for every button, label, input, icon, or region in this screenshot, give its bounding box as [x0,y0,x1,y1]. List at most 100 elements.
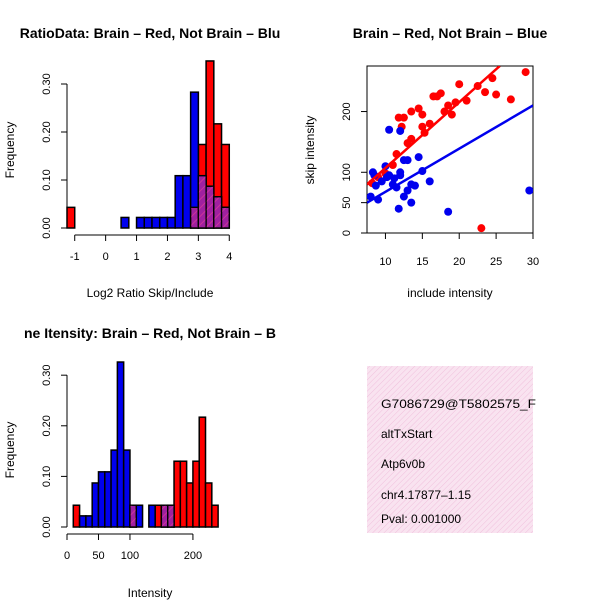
scatter-notbrain-point [403,186,412,195]
intensity-hist-y-tick-label: 0.00 [41,516,53,537]
ratio-hist-x-tick-label: -1 [70,251,80,263]
intensity-histogram-axes: 0 50 100 200 0.00 0.10 0.20 0.30 [41,364,202,562]
intensity-hist-notbrain-bar [78,515,87,528]
info-pvalue: Pval: 0.001000 [381,512,461,526]
ratio-hist-overlap-hatch [205,185,215,229]
scatter-x-tick-label: 10 [379,256,391,268]
intensity-hist-brain-bar [198,416,207,528]
scatter-marks [367,66,533,233]
scatter-brain-point [455,80,464,89]
ratio-histogram-title: RatioData: Brain – Red, Not Brain – Blu [20,25,281,41]
intensity-histogram-xlabel: Intensity [128,586,173,600]
intensity-hist-brain-bar [154,504,163,528]
scatter-notbrain-point [394,204,403,213]
ratio-hist-overlap-hatch [213,196,223,229]
ratio-hist-notbrain-bar [151,216,161,229]
intensity-hist-y-tick-label: 0.10 [41,466,53,487]
scatter-plot-frame [366,65,534,234]
intensity-hist-y-tick-label: 0.30 [41,364,53,385]
scatter-y-tick-label: 200 [341,102,353,120]
intensity-hist-brain-bar [179,460,188,528]
intensity-hist-overlap-hatch [129,504,137,528]
ratio-hist-notbrain-bar [174,174,184,229]
scatter-notbrain-point [396,126,405,135]
scatter-notbrain-point [396,168,405,177]
intensity-hist-brain-bar [204,482,213,528]
scatter-brain-point [418,110,427,119]
scatter-notbrain-point [414,153,423,162]
scatter-notbrain-point [371,181,380,190]
intensity-histogram-title: ne Itensity: Brain – Red, Not Brain – B [24,325,276,341]
ratio-hist-y-tick-label: 0.20 [41,121,53,142]
scatter-brain-point [414,104,423,113]
ratio-histogram-bars [66,60,231,229]
ratio-hist-y-tick-label: 0.10 [41,169,53,190]
ratio-hist-y-tick-label: 0.30 [41,73,53,94]
scatter-brain-point [492,90,501,99]
intensity-hist-overlap-hatch [160,504,169,528]
ratio-hist-y-tick-label: 0.00 [41,217,53,238]
ratio-hist-x-tick-label: 1 [133,251,139,263]
info-panel: G7086729@T5802575_F altTxStart Atp6v0b c… [367,366,536,533]
intensity-hist-notbrain-bar [110,449,119,528]
scatter-notbrain-point [425,177,434,186]
scatter-notbrain-point [399,192,408,201]
intensity-scatter-panel: Brain – Red, Not Brain – Blue 10 15 20 25 30… [303,25,547,300]
scatter-brain-point [399,113,408,122]
intensity-hist-x-tick-label: 0 [64,550,70,562]
intensity-hist-notbrain-bar [116,361,125,528]
scatter-notbrain-point [410,181,419,190]
ratio-hist-notbrain-bar [135,216,146,229]
ratio-hist-notbrain-bar [182,174,192,229]
scatter-brain-point [447,110,456,119]
intensity-hist-notbrain-bar [122,449,131,528]
ratio-histogram-axes: -1 0 1 2 3 4 0.00 0.10 0.20 0.30 [41,73,232,263]
intensity-hist-x-tick-label: 200 [184,550,202,562]
scatter-y-tick-label: 0 [341,230,353,236]
ratio-hist-overlap-hatch [190,206,199,229]
scatter-brain-point [506,95,515,104]
intensity-hist-x-tick-label: 50 [92,550,104,562]
scatter-y-tick-label: 100 [341,163,353,181]
ratio-hist-notbrain-bar [143,216,153,229]
ratio-hist-x-tick-label: 0 [103,251,109,263]
info-box-hatch [367,366,533,533]
info-event-id: G7086729@T5802575_F [381,397,536,411]
scatter-notbrain-point [403,156,412,165]
info-gene-name: Atp6v0b [381,457,425,471]
scatter-x-tick-label: 15 [416,256,428,268]
scatter-axes: 10 15 20 25 30 0 50 100 200 [341,102,539,268]
intensity-hist-x-tick-label: 100 [121,550,139,562]
intensity-hist-brain-bar [173,460,182,528]
intensity-histogram-panel: ne Itensity: Brain – Red, Not Brain – B … [3,325,276,600]
ratio-hist-overlap-hatch [220,206,230,229]
intensity-hist-y-tick-label: 0.20 [41,415,53,436]
ratio-hist-notbrain-bar [120,216,130,229]
scatter-brain-point [436,89,445,98]
scatter-brain-point [407,134,416,143]
intensity-hist-brain-bar [72,504,81,528]
ratio-histogram-panel: RatioData: Brain – Red, Not Brain – Blu … [3,25,280,300]
scatter-notbrain-point [385,125,394,134]
scatter-ylabel: skip intensity [303,116,317,185]
scatter-brain-point [488,74,497,83]
intensity-hist-notbrain-bar [104,471,112,528]
scatter-brain-point [444,101,453,110]
ratio-hist-x-tick-label: 4 [226,251,232,263]
ratio-hist-notbrain-bar [158,216,169,229]
intensity-histogram-bars [72,361,219,528]
scatter-notbrain-point [407,198,416,207]
scatter-y-tick-label: 50 [341,197,353,209]
ratio-histogram-ylabel: Frequency [3,122,17,179]
scatter-notbrain-point [390,174,399,183]
scatter-x-tick-label: 25 [490,256,502,268]
info-location: chr4.17877–1.15 [381,488,471,502]
scatter-notbrain-fit-line [367,104,533,204]
scatter-notbrain-point [444,207,453,216]
scatter-brain-point [481,88,490,97]
scatter-brain-fit-line [367,66,501,186]
ratio-hist-x-tick-label: 3 [195,251,201,263]
ratio-hist-x-tick-label: 2 [164,251,170,263]
intensity-hist-notbrain-bar [91,482,100,528]
ratio-hist-overlap-hatch [197,175,207,229]
